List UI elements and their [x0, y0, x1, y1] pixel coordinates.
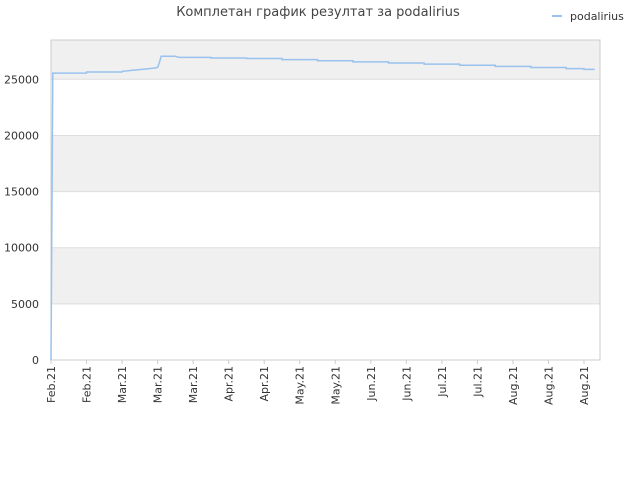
x-tick-label: May.21: [294, 366, 307, 405]
x-tick-label: Jul.21: [471, 366, 484, 398]
x-tick-label: Aug.21: [578, 366, 591, 405]
series-line: [50, 55, 595, 361]
y-tick-label: 15000: [4, 186, 39, 199]
x-tick-label: Mar.21: [116, 366, 129, 403]
y-tick-label: 5000: [11, 298, 39, 311]
x-tick-label: Aug.21: [542, 366, 555, 405]
x-tick-label: Feb.21: [45, 366, 58, 403]
x-tick-label: Aug.21: [507, 366, 520, 405]
legend-label: podalirius: [570, 10, 624, 23]
x-tick-label: Apr.21: [223, 366, 236, 402]
chart-title: Комплетан график резултат за podalirius: [176, 5, 460, 20]
plot-frame: [50, 39, 601, 361]
x-tick-label: Jul.21: [436, 366, 449, 398]
x-tick-label: Feb.21: [81, 366, 94, 403]
grid-band: [51, 40, 600, 80]
y-tick-label: 20000: [4, 129, 39, 142]
x-tick-label: Apr.21: [258, 366, 271, 402]
x-tick-label: Mar.21: [187, 366, 200, 403]
y-tick-label: 0: [32, 354, 39, 367]
y-tick-label: 25000: [4, 73, 39, 86]
x-tick-label: May.21: [329, 366, 342, 405]
grid-band: [51, 247, 600, 304]
x-tick-label: Jun.21: [400, 366, 413, 402]
x-tick-label: Jun.21: [365, 366, 378, 402]
grid-band: [51, 135, 600, 192]
y-tick-label: 10000: [4, 242, 39, 255]
plot-area: 0 5000 10000 15000 20000 25000 Feb.21 Feb.21 Mar…: [4, 39, 601, 405]
legend: podalirius: [552, 10, 624, 23]
x-tick-label: Mar.21: [152, 366, 165, 403]
